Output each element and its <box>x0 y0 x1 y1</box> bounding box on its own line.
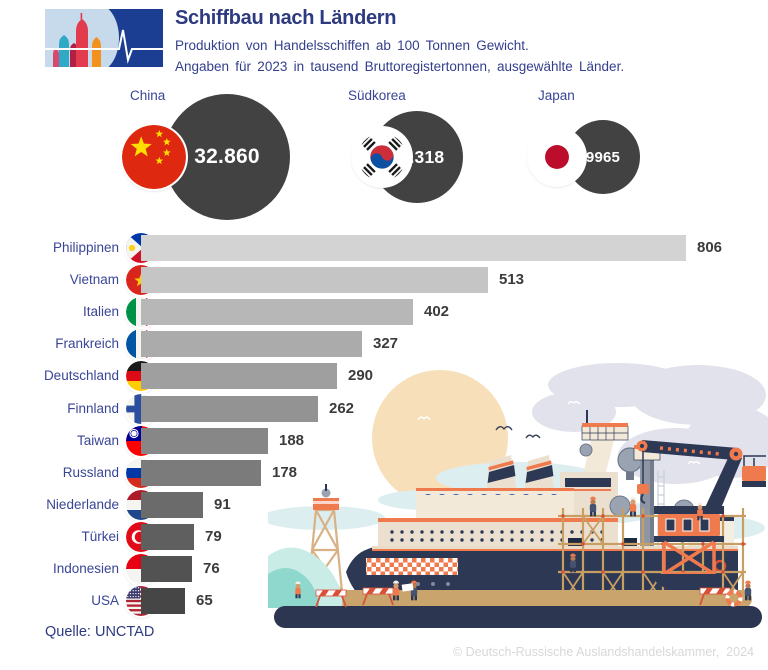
header: Schiffbau nach Ländern Produktion von Ha… <box>175 6 735 77</box>
bar <box>141 460 261 486</box>
country-label: Finnland <box>67 401 119 416</box>
bar-value: 76 <box>203 560 220 577</box>
life-ring <box>725 589 743 607</box>
bar-row: Indonesien 76 <box>0 553 768 585</box>
bar-value: 188 <box>279 432 305 449</box>
bar-value: 65 <box>196 592 213 609</box>
base-platform <box>274 606 762 628</box>
ship-superstructure <box>378 488 618 546</box>
bar-row: Italien 402 <box>0 296 768 328</box>
bar-value: 513 <box>499 271 525 288</box>
country-label: Indonesien <box>52 561 119 576</box>
bar <box>141 492 203 518</box>
top-country-label: Japan <box>538 88 575 103</box>
page-title: Schiffbau nach Ländern <box>175 7 397 29</box>
subtitle-line-2: Angaben für 2023 in tausend Bruttoregist… <box>175 59 625 74</box>
cathedral-icon <box>53 13 101 67</box>
bar-row: Niederlande 91 <box>0 489 768 521</box>
bar <box>141 556 192 582</box>
birds <box>417 401 701 465</box>
bar-row: Taiwan 188 <box>0 425 768 457</box>
ship-hull <box>346 546 738 603</box>
flag-jp-svg <box>534 134 580 180</box>
country-label: Frankreich <box>55 336 119 351</box>
bar-value: 290 <box>348 367 374 384</box>
bar-row: Frankreich 327 <box>0 328 768 360</box>
bar <box>141 267 488 293</box>
bar-value: 91 <box>214 496 231 513</box>
flag-kr-svg <box>358 133 406 181</box>
bar-value: 178 <box>272 464 298 481</box>
pulse-line-icon <box>45 29 163 64</box>
kremlin-pulse-logo <box>45 4 163 72</box>
bar-row: Vietnam 513 <box>0 264 768 296</box>
bar <box>141 363 337 389</box>
bar-row: USA 65 <box>0 585 768 617</box>
country-label: Vietnam <box>69 272 119 287</box>
country-label: Deutschland <box>43 368 119 383</box>
bar <box>141 331 362 357</box>
country-label: Italien <box>82 304 119 319</box>
source-note: Quelle: UNCTAD <box>45 624 155 640</box>
bar-row: Türkei 79 <box>0 521 768 553</box>
bar <box>141 299 413 325</box>
country-label: Russland <box>62 465 119 480</box>
bar <box>141 428 268 454</box>
ship-funnels <box>486 455 555 494</box>
bar-value: 79 <box>205 528 222 545</box>
bar-value: 806 <box>697 239 723 256</box>
flag-cn-svg <box>122 125 186 189</box>
top-countries-section: China 32.860 Südkorea 18.318 <box>0 88 768 233</box>
shipyard-illustration <box>268 363 768 628</box>
country-label: Philippinen <box>52 240 119 255</box>
top-country-label: Südkorea <box>348 88 406 103</box>
bar-row: Finnland 262 <box>0 393 768 425</box>
country-label: USA <box>91 593 119 608</box>
country-label: Niederlande <box>46 497 119 512</box>
ground <box>282 590 752 608</box>
top-country-label: China <box>130 88 166 103</box>
bar-value: 402 <box>424 303 450 320</box>
flag-cn-icon <box>122 125 186 189</box>
flag-jp-icon <box>529 129 585 185</box>
bar-row: Russland 178 <box>0 457 768 489</box>
bar <box>141 524 194 550</box>
bar-row: Deutschland 290 <box>0 360 768 392</box>
workers <box>295 496 752 601</box>
flag-kr-icon <box>353 128 411 186</box>
bar-value: 262 <box>329 400 355 417</box>
subtitle-line-1: Produktion von Handelsschiffen ab 100 To… <box>175 38 529 53</box>
bar <box>141 588 185 614</box>
dock-tower <box>306 484 344 593</box>
circle-value: 9965 <box>585 148 621 166</box>
bar-value: 327 <box>373 335 399 352</box>
bar <box>141 235 686 261</box>
logo-icon <box>45 4 163 72</box>
country-label: Türkei <box>81 529 119 544</box>
bar-row: Philippinen 806 <box>0 232 768 264</box>
bar <box>141 396 318 422</box>
copyright-note: © Deutsch-Russische Auslandshandelskamme… <box>452 645 754 659</box>
country-label: Taiwan <box>76 433 119 448</box>
circle-value: 32.860 <box>194 145 260 168</box>
